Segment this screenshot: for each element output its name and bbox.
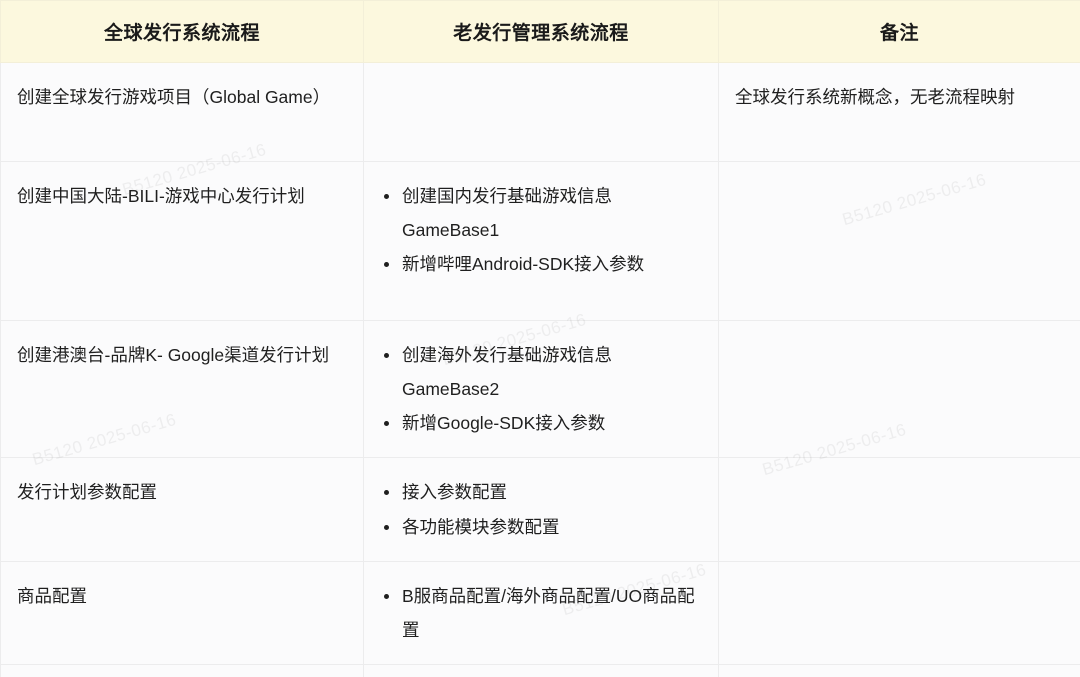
cell-empty [735,338,1064,339]
table-header: 全球发行系统流程 老发行管理系统流程 备注 [0,0,1080,63]
cell-empty [735,579,1064,580]
cell-empty [735,179,1064,180]
bullet-list: 创建海外发行基础游戏信息GameBase2 新增Google-SDK接入参数 [380,338,702,440]
cell-legacy-flow: …… [363,663,719,677]
table-row: 创建中国大陆-BILI-游戏中心发行计划 创建国内发行基础游戏信息GameBas… [0,161,1080,321]
cell-legacy-flow [363,62,719,162]
cell-text: 商品配置 [17,585,87,606]
cell-global-flow: 创建全球发行游戏项目（Global Game） [0,62,364,162]
cell-remarks [718,457,1080,562]
cell-legacy-flow: 接入参数配置 各功能模块参数配置 [363,457,719,562]
table-row: 发行计划参数配置 接入参数配置 各功能模块参数配置 [0,457,1080,562]
cell-empty [735,475,1064,476]
cell-remarks: 全球发行系统新概念，无老流程映射 [718,62,1080,162]
list-item: B服商品配置/海外商品配置/UO商品配置 [384,579,702,647]
cell-legacy-flow: 创建国内发行基础游戏信息GameBase1 新增哔哩Android-SDK接入参… [363,161,719,321]
table-row: 创建全球发行游戏项目（Global Game） 全球发行系统新概念，无老流程映射 [0,62,1080,162]
cell-remarks [718,663,1080,677]
cell-global-flow: 创建港澳台-品牌K- Google渠道发行计划 [0,319,364,459]
cell-legacy-flow: 创建海外发行基础游戏信息GameBase2 新增Google-SDK接入参数 [363,319,719,459]
table-row: 商品配置 B服商品配置/海外商品配置/UO商品配置 [0,560,1080,665]
list-item: 新增Google-SDK接入参数 [384,406,702,440]
cell-legacy-flow: B服商品配置/海外商品配置/UO商品配置 [363,560,719,665]
cell-text: 创建全球发行游戏项目（Global Game） [17,87,331,107]
list-item: 创建海外发行基础游戏信息GameBase2 [384,338,702,406]
column-header-legacy-flow: 老发行管理系统流程 [363,0,719,63]
bullet-list: B服商品配置/海外商品配置/UO商品配置 [380,579,702,647]
cell-text: 全球发行系统新概念，无老流程映射 [735,87,1015,107]
list-item: 接入参数配置 [384,475,702,509]
list-item: 新增哔哩Android-SDK接入参数 [384,247,702,281]
list-item: 各功能模块参数配置 [384,510,702,544]
cell-remarks [718,319,1080,459]
cell-remarks [718,560,1080,665]
cell-global-flow: …… [0,663,364,677]
table-row: 创建港澳台-品牌K- Google渠道发行计划 创建海外发行基础游戏信息Game… [0,319,1080,459]
cell-text: 创建中国大陆-BILI-游戏中心发行计划 [17,186,305,206]
bullet-list: 接入参数配置 各功能模块参数配置 [380,475,702,543]
list-item: 创建国内发行基础游戏信息GameBase1 [384,179,702,247]
cell-text: 创建港澳台-品牌K- Google渠道发行计划 [17,345,330,365]
table-header-row: 全球发行系统流程 老发行管理系统流程 备注 [0,0,1080,63]
table-body: 创建全球发行游戏项目（Global Game） 全球发行系统新概念，无老流程映射… [0,62,1080,677]
cell-text: 发行计划参数配置 [17,482,157,503]
column-header-remarks: 备注 [718,0,1080,63]
cell-global-flow: 商品配置 [0,560,364,665]
cell-empty [380,80,702,81]
cell-global-flow: 创建中国大陆-BILI-游戏中心发行计划 [0,161,364,321]
table-row: …… …… [0,663,1080,677]
bullet-list: 创建国内发行基础游戏信息GameBase1 新增哔哩Android-SDK接入参… [380,179,702,281]
column-header-global-flow: 全球发行系统流程 [0,0,364,63]
cell-remarks [718,161,1080,321]
cell-global-flow: 发行计划参数配置 [0,457,364,562]
